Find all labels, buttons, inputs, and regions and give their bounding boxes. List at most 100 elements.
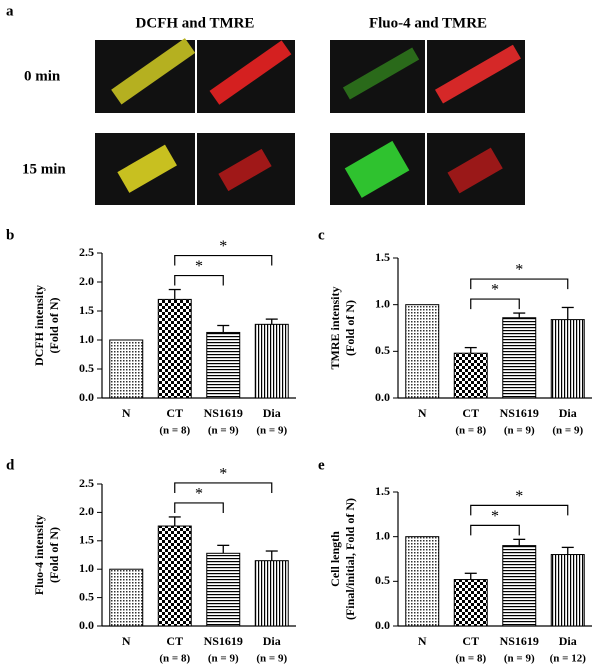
y-tick-label: 0.0: [375, 618, 390, 632]
y-axis-label: DCFH intensity: [32, 285, 46, 366]
bar-chart: c TMRE intensity (Fold of N) 0.0 0.5 1.0 1.5 N C…: [318, 227, 592, 437]
bar: [254, 323, 289, 399]
error-bar: [464, 572, 477, 580]
y-tick-label: 0.0: [79, 390, 94, 404]
x-tick-label: N: [418, 634, 427, 648]
cell: [447, 147, 503, 194]
x-tick-sublabel: (n = 8): [159, 425, 190, 437]
y-tick-label: 2.5: [79, 245, 94, 259]
significance-star: *: [219, 466, 227, 483]
significance-bracket: *: [470, 282, 520, 310]
bar: [157, 298, 192, 399]
significance-bracket: *: [470, 262, 569, 290]
x-tick-label: CT: [462, 634, 479, 648]
y-tick-label: 0.0: [375, 390, 390, 404]
bracket-line: [174, 482, 273, 493]
y-tick-label: 0.5: [79, 589, 94, 603]
x-tick-label: Dia: [559, 406, 577, 420]
bar: [206, 331, 241, 399]
error-bar: [168, 516, 181, 527]
bar: [254, 560, 289, 627]
row-title: 0 min: [24, 68, 61, 84]
bar: [157, 525, 192, 627]
error-bar: [265, 550, 278, 561]
image-panel: a DCFH and TMRE Fluo-4 and TMRE 0 min 15…: [6, 3, 525, 205]
bar: [453, 352, 488, 399]
x-tick-sublabel: (n = 9): [208, 425, 239, 437]
significance-bracket: *: [470, 508, 520, 536]
y-tick-label: 1.5: [375, 250, 390, 264]
significance-bracket: *: [174, 466, 273, 493]
panel-label: c: [318, 227, 325, 243]
panel-label: b: [6, 227, 14, 243]
panel-label: d: [6, 457, 15, 473]
y-tick-label: 0.5: [375, 343, 390, 357]
bracket-line: [470, 524, 520, 536]
cell: [209, 40, 292, 105]
y-tick-label: 1.0: [79, 561, 94, 575]
y-axis-label: TMRE intensity: [328, 286, 342, 369]
bar: [502, 317, 537, 399]
x-tick-sublabel: (n = 9): [504, 653, 535, 665]
error-bar: [464, 346, 477, 354]
error-bar: [513, 312, 526, 318]
bracket-line: [470, 298, 520, 310]
cell: [117, 144, 177, 193]
bracket-line: [174, 254, 273, 266]
y-tick-label: 2.0: [79, 504, 94, 518]
x-tick-sublabel: (n = 8): [455, 425, 486, 437]
cell: [342, 47, 420, 100]
bar: [550, 319, 585, 399]
y-tick-label: 1.5: [375, 484, 390, 498]
significance-star: *: [195, 486, 203, 503]
x-tick-sublabel: (n = 9): [256, 653, 287, 665]
bracket-line: [174, 274, 224, 286]
bar-chart: e Cell length (Final/initial, Fold of N) 0.…: [318, 457, 592, 665]
significance-bracket: *: [174, 258, 224, 286]
y-axis-label: Fluo-4 intensity: [32, 515, 46, 595]
error-bar: [217, 544, 230, 554]
significance-star: *: [515, 488, 523, 505]
y-axis-label: (Final/initial, Fold of N): [343, 498, 357, 620]
significance-bracket: *: [174, 238, 273, 266]
y-tick-label: 1.0: [79, 332, 94, 346]
significance-star: *: [195, 258, 203, 275]
x-tick-label: N: [122, 406, 131, 420]
x-tick-label: Dia: [263, 634, 281, 648]
x-tick-sublabel: (n = 8): [159, 653, 190, 665]
cell: [218, 148, 272, 192]
y-tick-label: 1.0: [375, 528, 390, 542]
y-tick-label: 0.0: [79, 618, 94, 632]
y-tick-label: 0.5: [375, 573, 390, 587]
y-tick-label: 1.5: [79, 303, 94, 317]
panel-label: a: [6, 3, 14, 19]
error-bar: [168, 288, 181, 300]
x-tick-sublabel: (n = 8): [455, 653, 486, 665]
cell: [344, 140, 410, 198]
error-bar: [561, 546, 574, 555]
x-tick-label: NS1619: [204, 634, 243, 648]
x-tick-sublabel: (n = 9): [256, 425, 287, 437]
y-tick-label: 2.0: [79, 274, 94, 288]
bar: [453, 579, 488, 627]
x-tick-label: NS1619: [500, 634, 539, 648]
bar: [206, 552, 241, 627]
x-tick-label: N: [418, 406, 427, 420]
x-tick-label: CT: [166, 406, 183, 420]
x-tick-label: Dia: [263, 406, 281, 420]
bar: [550, 554, 585, 627]
column-title: Fluo-4 and TMRE: [369, 15, 487, 31]
bracket-line: [174, 502, 224, 513]
column-title: DCFH and TMRE: [136, 15, 255, 31]
bar: [502, 545, 537, 627]
error-bar: [217, 324, 230, 333]
significance-bracket: *: [470, 488, 569, 516]
significance-star: *: [491, 508, 499, 525]
y-tick-label: 2.5: [79, 476, 94, 490]
error-bar: [561, 306, 574, 320]
bracket-line: [470, 504, 569, 516]
x-tick-label: CT: [166, 634, 183, 648]
x-tick-sublabel: (n = 12): [550, 653, 587, 665]
bar: [405, 304, 440, 399]
